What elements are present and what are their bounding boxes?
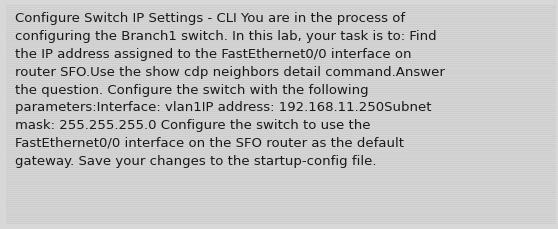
Text: Configure Switch IP Settings - CLI You are in the process of
configuring the Bra: Configure Switch IP Settings - CLI You a… <box>16 12 445 167</box>
